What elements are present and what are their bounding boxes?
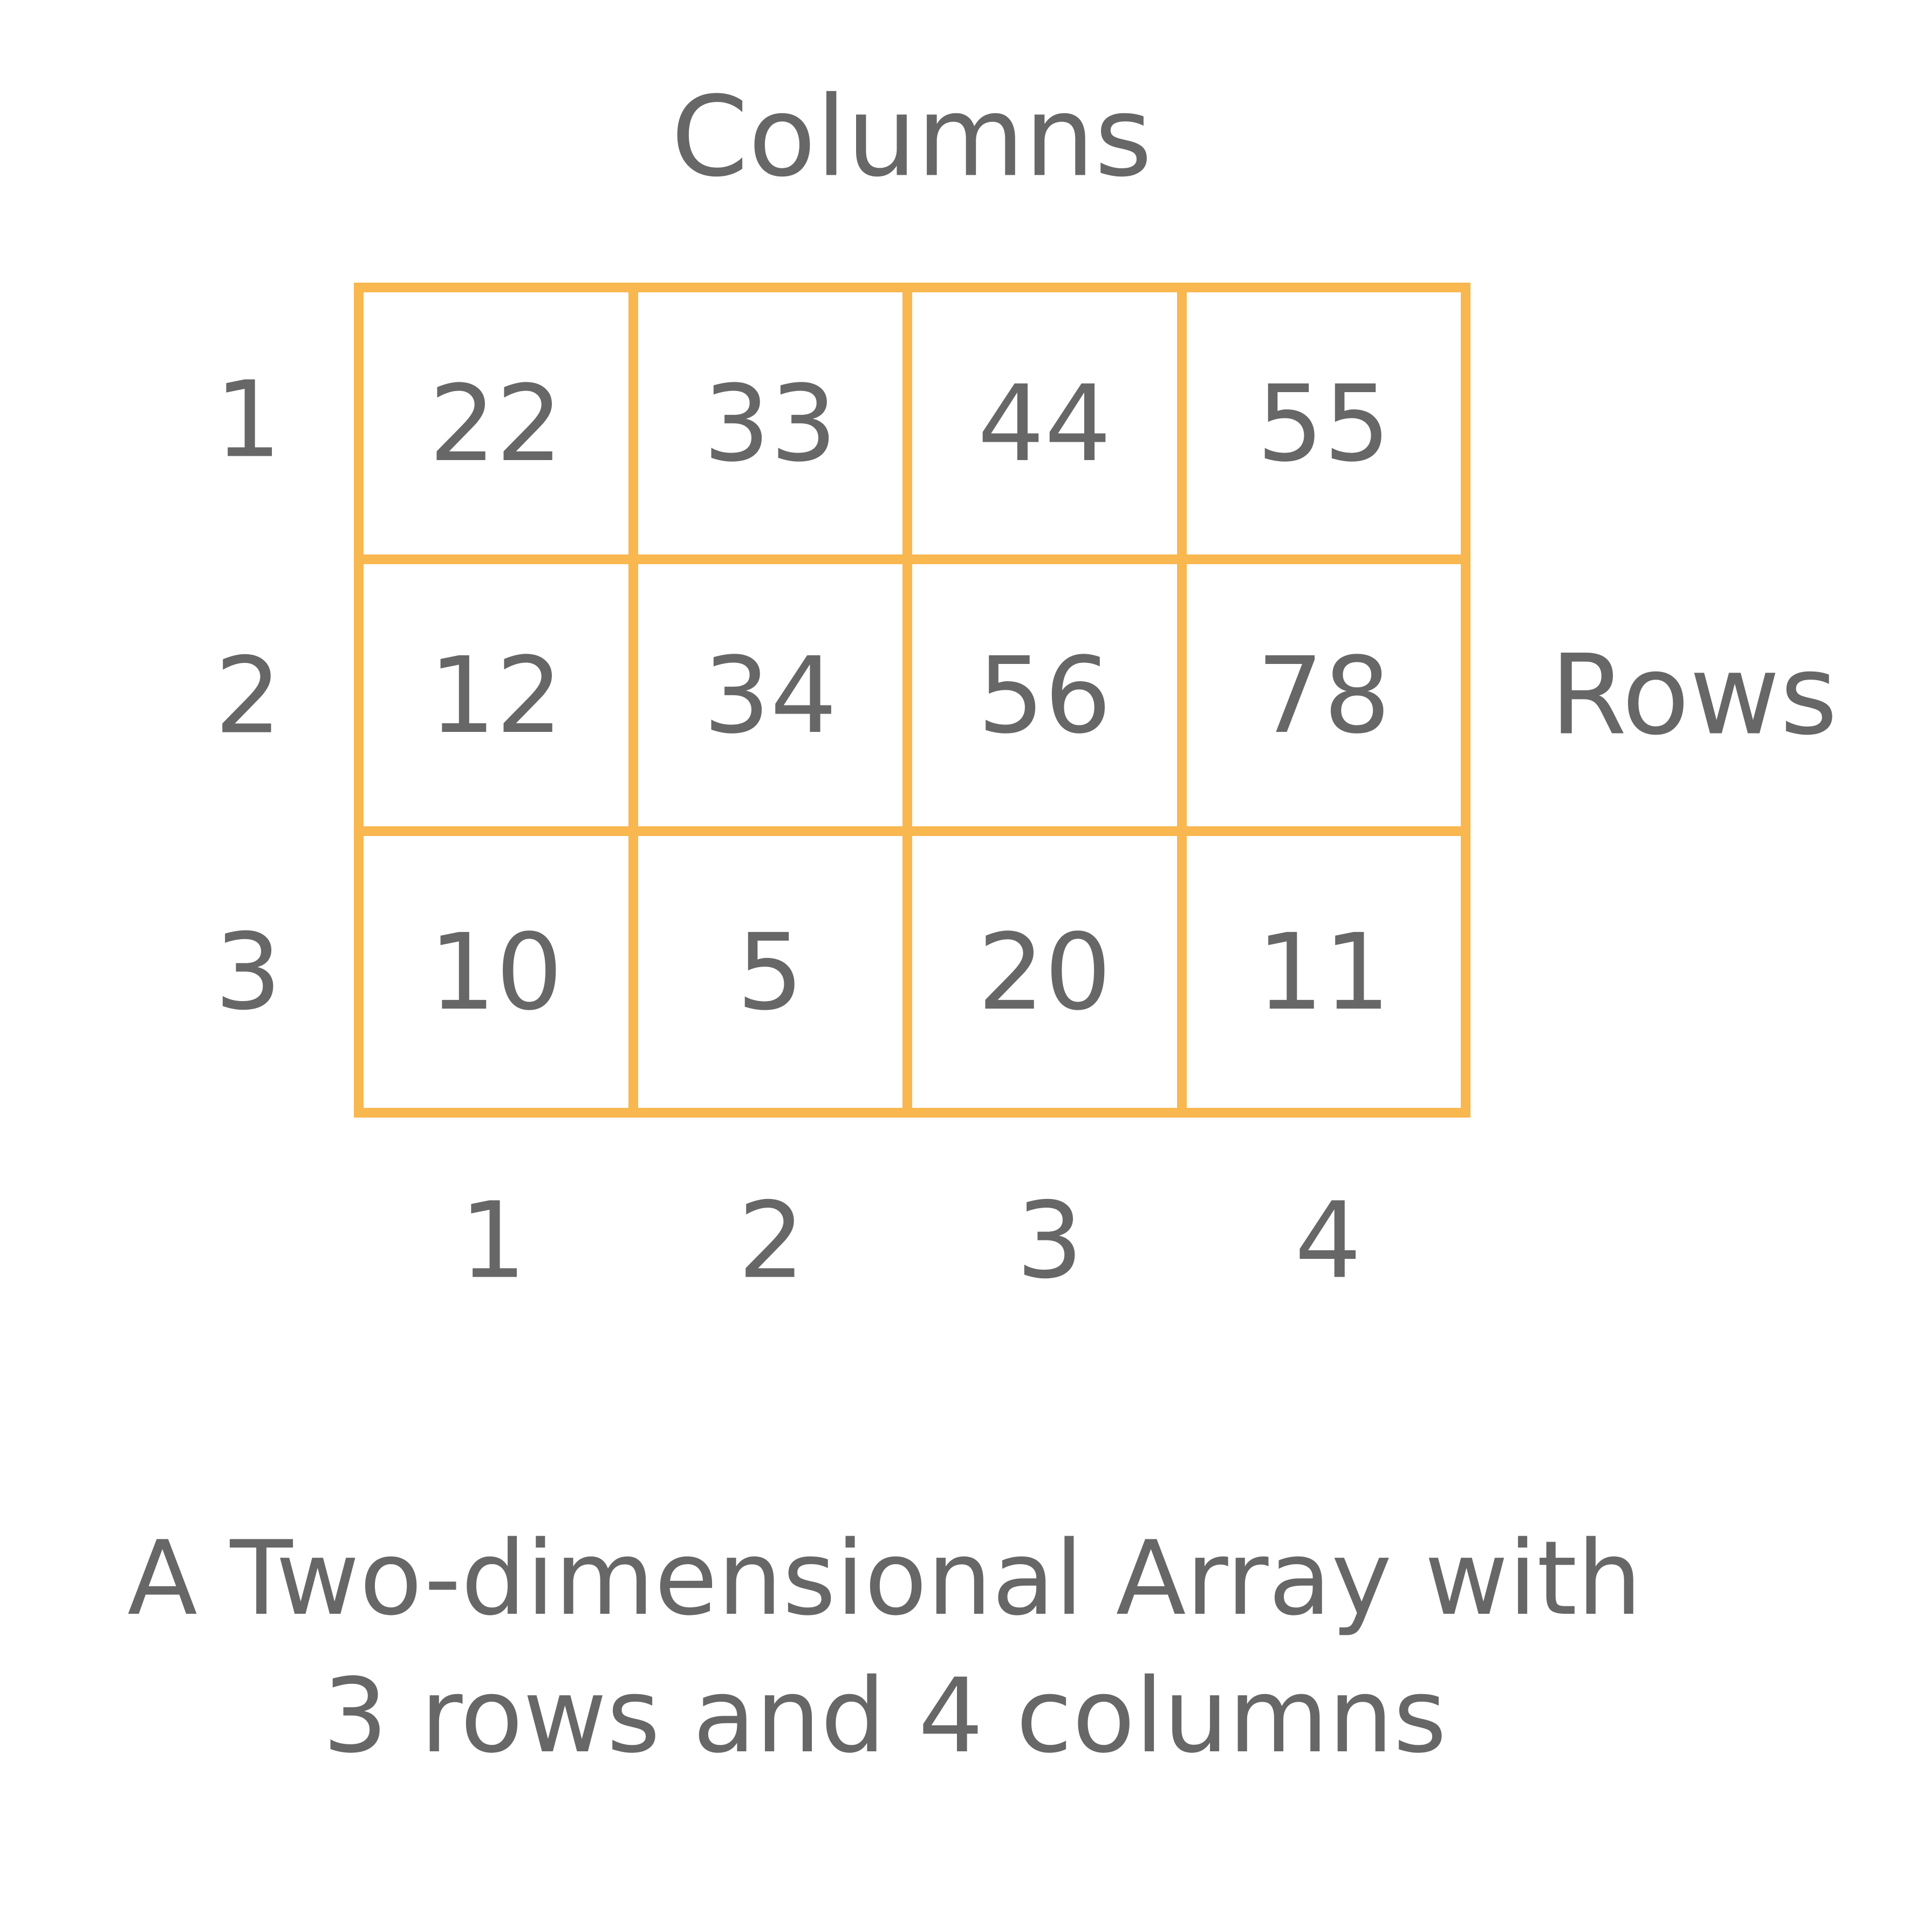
array-cell-r2-c4: 78 — [1186, 564, 1461, 836]
array-cell-r3-c1: 10 — [364, 836, 638, 1108]
array-cell-r3-c2: 5 — [638, 836, 912, 1108]
array-cell-r3-c3: 20 — [912, 836, 1187, 1108]
caption-line-2: 3 rows and 4 columns — [323, 1656, 1447, 1776]
array-cell-r2-c3: 56 — [912, 564, 1187, 836]
row-index-2: 2 — [214, 634, 282, 757]
array-cell-r1-c1: 22 — [364, 292, 638, 564]
array-cell-r1-c2: 33 — [638, 292, 912, 564]
array-cell-r2-c2: 34 — [638, 564, 912, 836]
column-index-2: 2 — [737, 1179, 805, 1302]
array-cell-r1-c4: 55 — [1186, 292, 1461, 564]
column-index-3: 3 — [1016, 1179, 1084, 1302]
column-index-4: 4 — [1294, 1179, 1362, 1302]
column-index-1: 1 — [459, 1179, 527, 1302]
rows-title: Rows — [1550, 631, 1838, 760]
row-index-1: 1 — [214, 358, 282, 481]
array-cell-r2-c1: 12 — [364, 564, 638, 836]
array-cell-r1-c3: 44 — [912, 292, 1187, 564]
array-grid: 22 33 44 55 12 34 56 78 10 5 20 11 — [354, 283, 1470, 1118]
row-index-3: 3 — [214, 910, 282, 1033]
array-cell-r3-c4: 11 — [1256, 910, 1391, 1033]
caption: A Two-dimensional Array with 3 rows and … — [49, 1510, 1721, 1785]
columns-title: Columns — [671, 73, 1152, 202]
caption-line-1: A Two-dimensional Array with — [127, 1519, 1642, 1638]
